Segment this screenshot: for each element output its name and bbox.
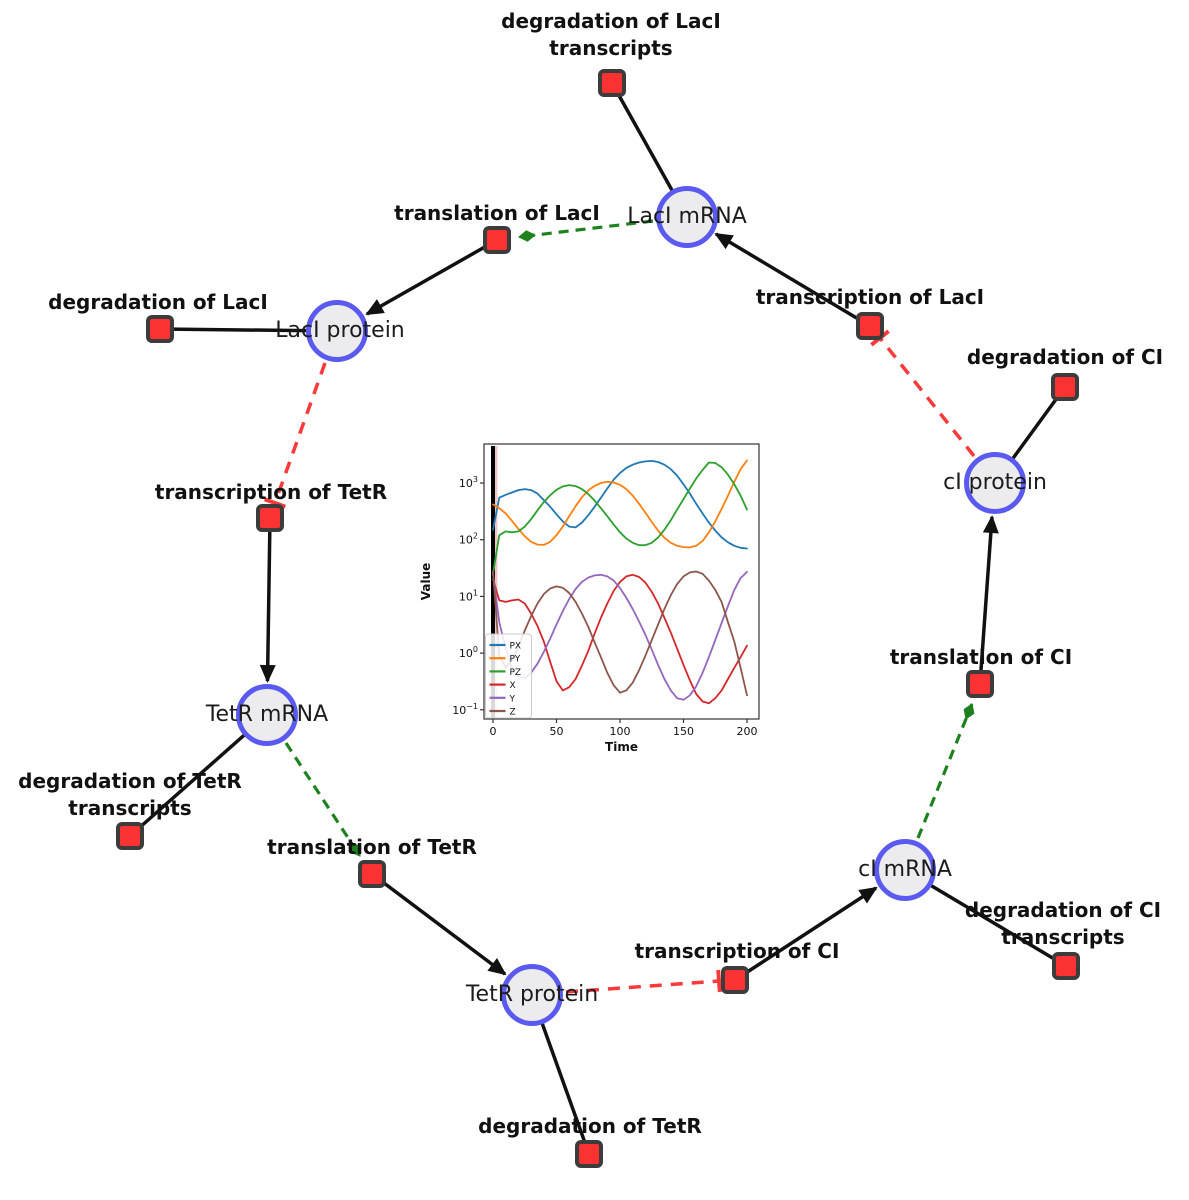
edge-transcription-ci-to-ci-mrna (734, 886, 878, 982)
reaction-node-transcription-laci[interactable] (856, 312, 884, 340)
svg-text:100: 100 (459, 645, 478, 660)
svg-text:Value: Value (419, 563, 433, 601)
svg-text:101: 101 (459, 588, 478, 603)
species-node-tetr-protein[interactable] (501, 964, 563, 1026)
reaction-node-degradation-tetr-transcripts[interactable] (116, 822, 144, 850)
reaction-node-degradation-ci-transcripts[interactable] (1052, 952, 1080, 980)
edge-laci-mrna-to-translation (518, 219, 654, 242)
reaction-label: translation of TetR (267, 835, 477, 859)
edge-transcription-tetr-to-tetr-mrna (259, 517, 276, 683)
reaction-label: degradation of TetR (478, 1114, 702, 1138)
reaction-label: degradation of TetR transcripts (18, 769, 242, 820)
edge-ci-protein-inhibits-transcription-laci (870, 329, 976, 458)
reaction-label: translation of CI (889, 645, 1073, 669)
reaction-label: transcription of CI (634, 939, 840, 963)
reaction-node-degradation-ci[interactable] (1051, 373, 1079, 401)
species-node-ci-mrna[interactable] (874, 839, 936, 901)
species-node-laci-mrna[interactable] (656, 186, 718, 248)
svg-text:100: 100 (610, 725, 631, 738)
reaction-label: transcription of TetR (154, 480, 388, 504)
inset-chart: 0 50 100 150 200 10−1 100 101 102 103 Time Value PX P… (419, 443, 760, 754)
edge-translation-ci-to-ci-protein (978, 515, 999, 685)
reaction-node-transcription-tetr[interactable] (256, 504, 284, 532)
reaction-node-translation-ci[interactable] (966, 670, 994, 698)
svg-text:150: 150 (673, 725, 694, 738)
edge-tetr-protein-inhibits-transcription-ci (565, 969, 722, 994)
edge-tetr-mrna-to-translation (284, 742, 362, 857)
svg-text:102: 102 (459, 532, 478, 547)
reaction-node-translation-tetr[interactable] (358, 860, 386, 888)
reaction-label: degradation of CI transcripts (964, 898, 1162, 949)
svg-text:PY: PY (510, 655, 521, 665)
reaction-node-degradation-laci-transcripts[interactable] (598, 69, 626, 97)
edge-laci-protein-inhibits-transcription-tetr (263, 362, 327, 509)
edge-translation-tetr-to-tetr-protein (370, 872, 507, 976)
reaction-label: degradation of LacI transcripts (501, 9, 721, 60)
reaction-node-degradation-laci[interactable] (146, 315, 174, 343)
svg-text:X: X (510, 681, 516, 691)
reaction-label: degradation of LacI (48, 290, 268, 314)
edge-ci-mrna-to-translation (916, 703, 975, 839)
reaction-node-degradation-tetr[interactable] (575, 1140, 603, 1168)
svg-text:Time: Time (605, 740, 638, 754)
reaction-label: translation of LacI (394, 201, 600, 225)
svg-text:PX: PX (510, 642, 522, 652)
reaction-label: degradation of CI (966, 345, 1164, 369)
reaction-node-transcription-ci[interactable] (721, 966, 749, 994)
reaction-node-translation-laci[interactable] (483, 226, 511, 254)
species-node-ci-protein[interactable] (964, 452, 1026, 514)
svg-text:10−1: 10−1 (452, 702, 478, 717)
svg-text:Y: Y (509, 694, 516, 704)
svg-text:200: 200 (737, 725, 758, 738)
edge-translation-laci-to-laci-protein (365, 238, 498, 316)
svg-text:Z: Z (510, 708, 516, 718)
species-node-tetr-mrna[interactable] (236, 684, 298, 746)
edge-transcription-laci-to-laci-mrna (714, 232, 871, 328)
reaction-label: transcription of LacI (755, 285, 985, 309)
svg-text:PZ: PZ (510, 668, 522, 678)
svg-text:103: 103 (459, 475, 478, 490)
species-node-laci-protein[interactable] (306, 300, 368, 362)
svg-text:0: 0 (490, 725, 497, 738)
svg-text:50: 50 (550, 725, 564, 738)
